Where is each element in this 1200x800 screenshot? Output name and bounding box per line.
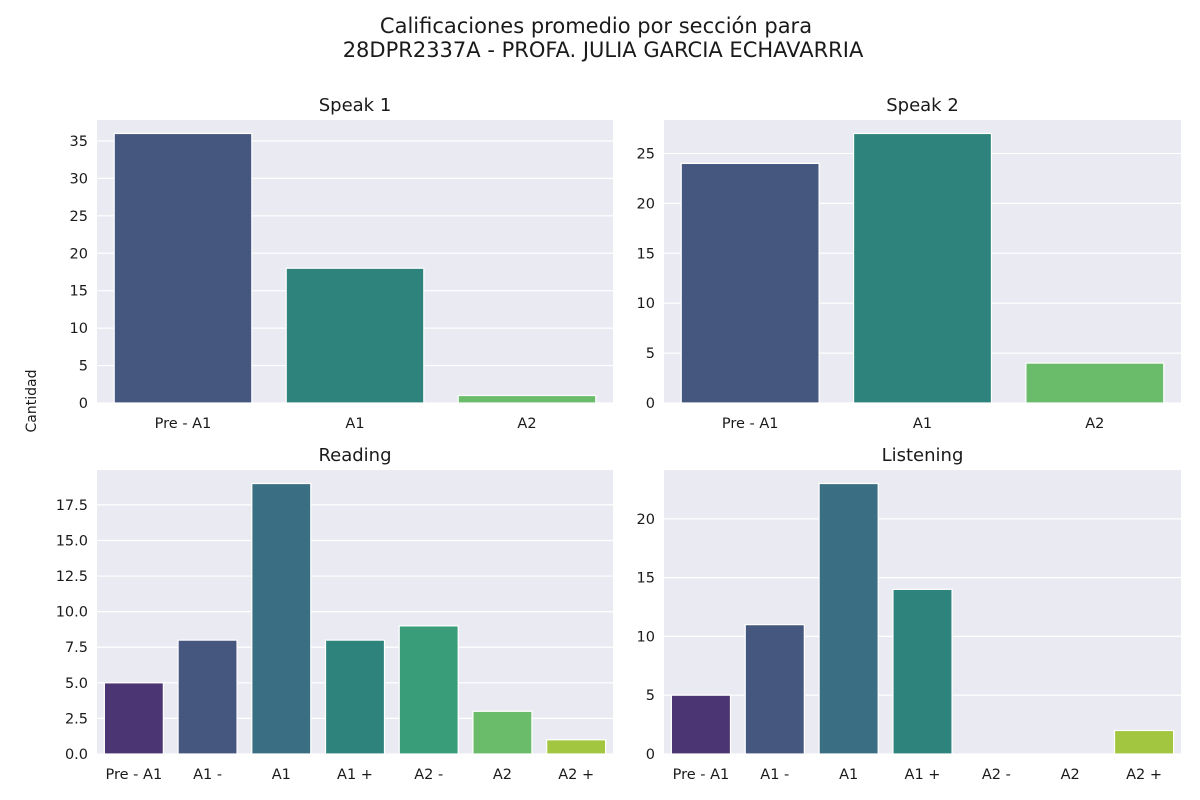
subplot-title: Speak 1 [319, 95, 392, 116]
bar [546, 739, 607, 755]
subplot-title: Speak 2 [886, 95, 959, 116]
bar [324, 639, 386, 755]
y-tick-label: 30 [70, 171, 88, 187]
chart-panels: 0 5 10 15 20 25 30 35 Pre - A1 A1 A2 Speak 1 0 5 10 15 2… [56, 95, 1181, 783]
y-tick-label: 5.0 [65, 676, 88, 692]
y-tick-label: 35 [70, 134, 88, 150]
bar [1025, 362, 1165, 404]
y-tick-label: 20 [70, 246, 88, 262]
x-tick-label: A1 [913, 416, 932, 432]
bar [103, 682, 164, 755]
y-tick-label: 2.5 [65, 711, 88, 727]
y-tick-label: 0 [79, 396, 88, 412]
y-tick-label: 20 [637, 512, 655, 528]
subplot-title: Reading [318, 445, 391, 466]
bar [457, 394, 597, 404]
bar [251, 482, 312, 755]
x-tick-label: A1 - [193, 767, 222, 783]
bar [852, 132, 993, 404]
x-tick-label: A2 + [1126, 767, 1162, 783]
bar [113, 132, 253, 404]
bar [398, 625, 459, 755]
subplot-title: Listening [882, 445, 964, 466]
y-tick-label: 15 [637, 571, 655, 587]
x-tick-label: A2 - [982, 767, 1011, 783]
bar [670, 694, 732, 755]
bar [285, 267, 425, 404]
y-tick-label: 25 [637, 146, 655, 162]
bar [892, 588, 953, 755]
x-tick-label: A2 + [558, 767, 594, 783]
x-tick-label: A1 [345, 416, 364, 432]
y-tick-label: 5 [646, 346, 655, 362]
bar [1113, 729, 1175, 755]
shared-y-axis-label: Cantidad [24, 370, 40, 433]
x-tick-label: Pre - A1 [155, 416, 212, 432]
y-tick-label: 0 [646, 747, 655, 763]
bar [680, 162, 820, 404]
y-tick-label: 12.5 [56, 569, 88, 585]
y-tick-label: 0.0 [65, 747, 88, 763]
chart-panel-0: 0 5 10 15 20 25 30 35 Pre - A1 A1 A2 Speak 1 [70, 95, 613, 432]
bar [744, 624, 805, 755]
x-tick-label: A1 + [905, 767, 941, 783]
x-tick-label: A2 [493, 767, 512, 783]
y-tick-label: 17.5 [56, 498, 88, 514]
y-tick-label: 10 [637, 629, 655, 645]
x-tick-label: A1 + [337, 767, 373, 783]
x-tick-label: A1 [272, 767, 291, 783]
y-tick-label: 0 [646, 396, 655, 412]
y-tick-label: 10.0 [56, 605, 88, 621]
chart-panel-2: 0.0 2.5 5.0 7.5 10.0 12.5 15.0 17.5 Pre - A1 A1 -… [56, 445, 613, 783]
y-tick-label: 15 [70, 284, 88, 300]
x-tick-label: Pre - A1 [106, 767, 163, 783]
x-tick-label: A2 [1061, 767, 1080, 783]
bar [472, 710, 533, 755]
x-tick-label: A1 - [760, 767, 789, 783]
y-tick-label: 5 [79, 359, 88, 375]
figure-title-line-1: Calificaciones promedio por sección para [380, 14, 812, 38]
y-tick-label: 20 [637, 196, 655, 212]
x-tick-label: A2 [517, 416, 536, 432]
bar [818, 482, 879, 755]
y-tick-label: 10 [70, 321, 88, 337]
bar [177, 639, 238, 755]
x-tick-label: A2 - [414, 767, 443, 783]
x-tick-label: Pre - A1 [673, 767, 730, 783]
y-tick-label: 15.0 [56, 533, 88, 549]
y-tick-label: 7.5 [65, 640, 88, 656]
y-tick-label: 15 [637, 246, 655, 262]
x-tick-label: A2 [1085, 416, 1104, 432]
y-tick-label: 5 [646, 688, 655, 704]
x-tick-label: Pre - A1 [722, 416, 779, 432]
chart-panel-3: 0 5 10 15 20 Pre - A1 A1 - A1 A1 + A2 - A2 A2 + List… [637, 445, 1181, 783]
x-tick-label: A1 [839, 767, 858, 783]
y-tick-label: 25 [70, 209, 88, 225]
chart-panel-1: 0 5 10 15 20 25 Pre - A1 A1 A2 Speak 2 [637, 95, 1181, 432]
figure-title-line-2: 28DPR2337A - PROFA. JULIA GARCIA ECHAVAR… [343, 38, 864, 62]
y-tick-label: 10 [637, 296, 655, 312]
